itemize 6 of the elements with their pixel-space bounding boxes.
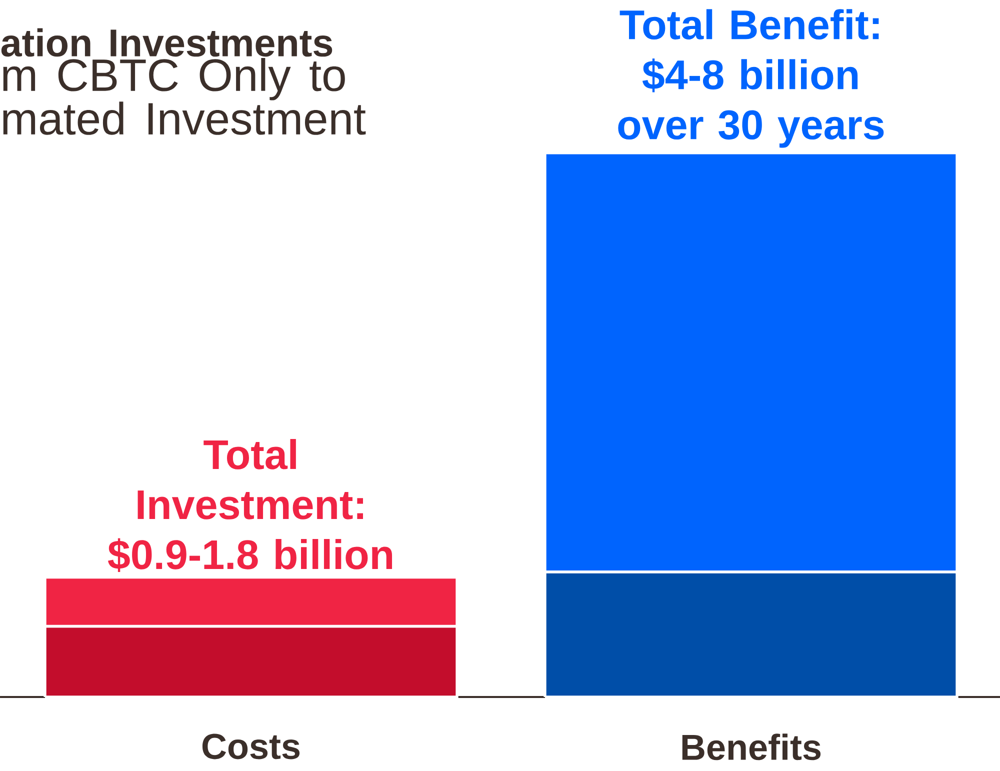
x-tick-label: Benefits <box>682 734 821 760</box>
x-tick-label: Costs <box>202 734 300 760</box>
total-label: Total Investment: $0.9-1.8 billion <box>108 439 392 572</box>
chart-subtitle: m CBTC Only to mated Investment <box>3 58 366 135</box>
total-label: Total Benefit: $4-8 billion over 30 years <box>618 9 884 148</box>
chart-title: ation Investments <box>1 28 332 57</box>
